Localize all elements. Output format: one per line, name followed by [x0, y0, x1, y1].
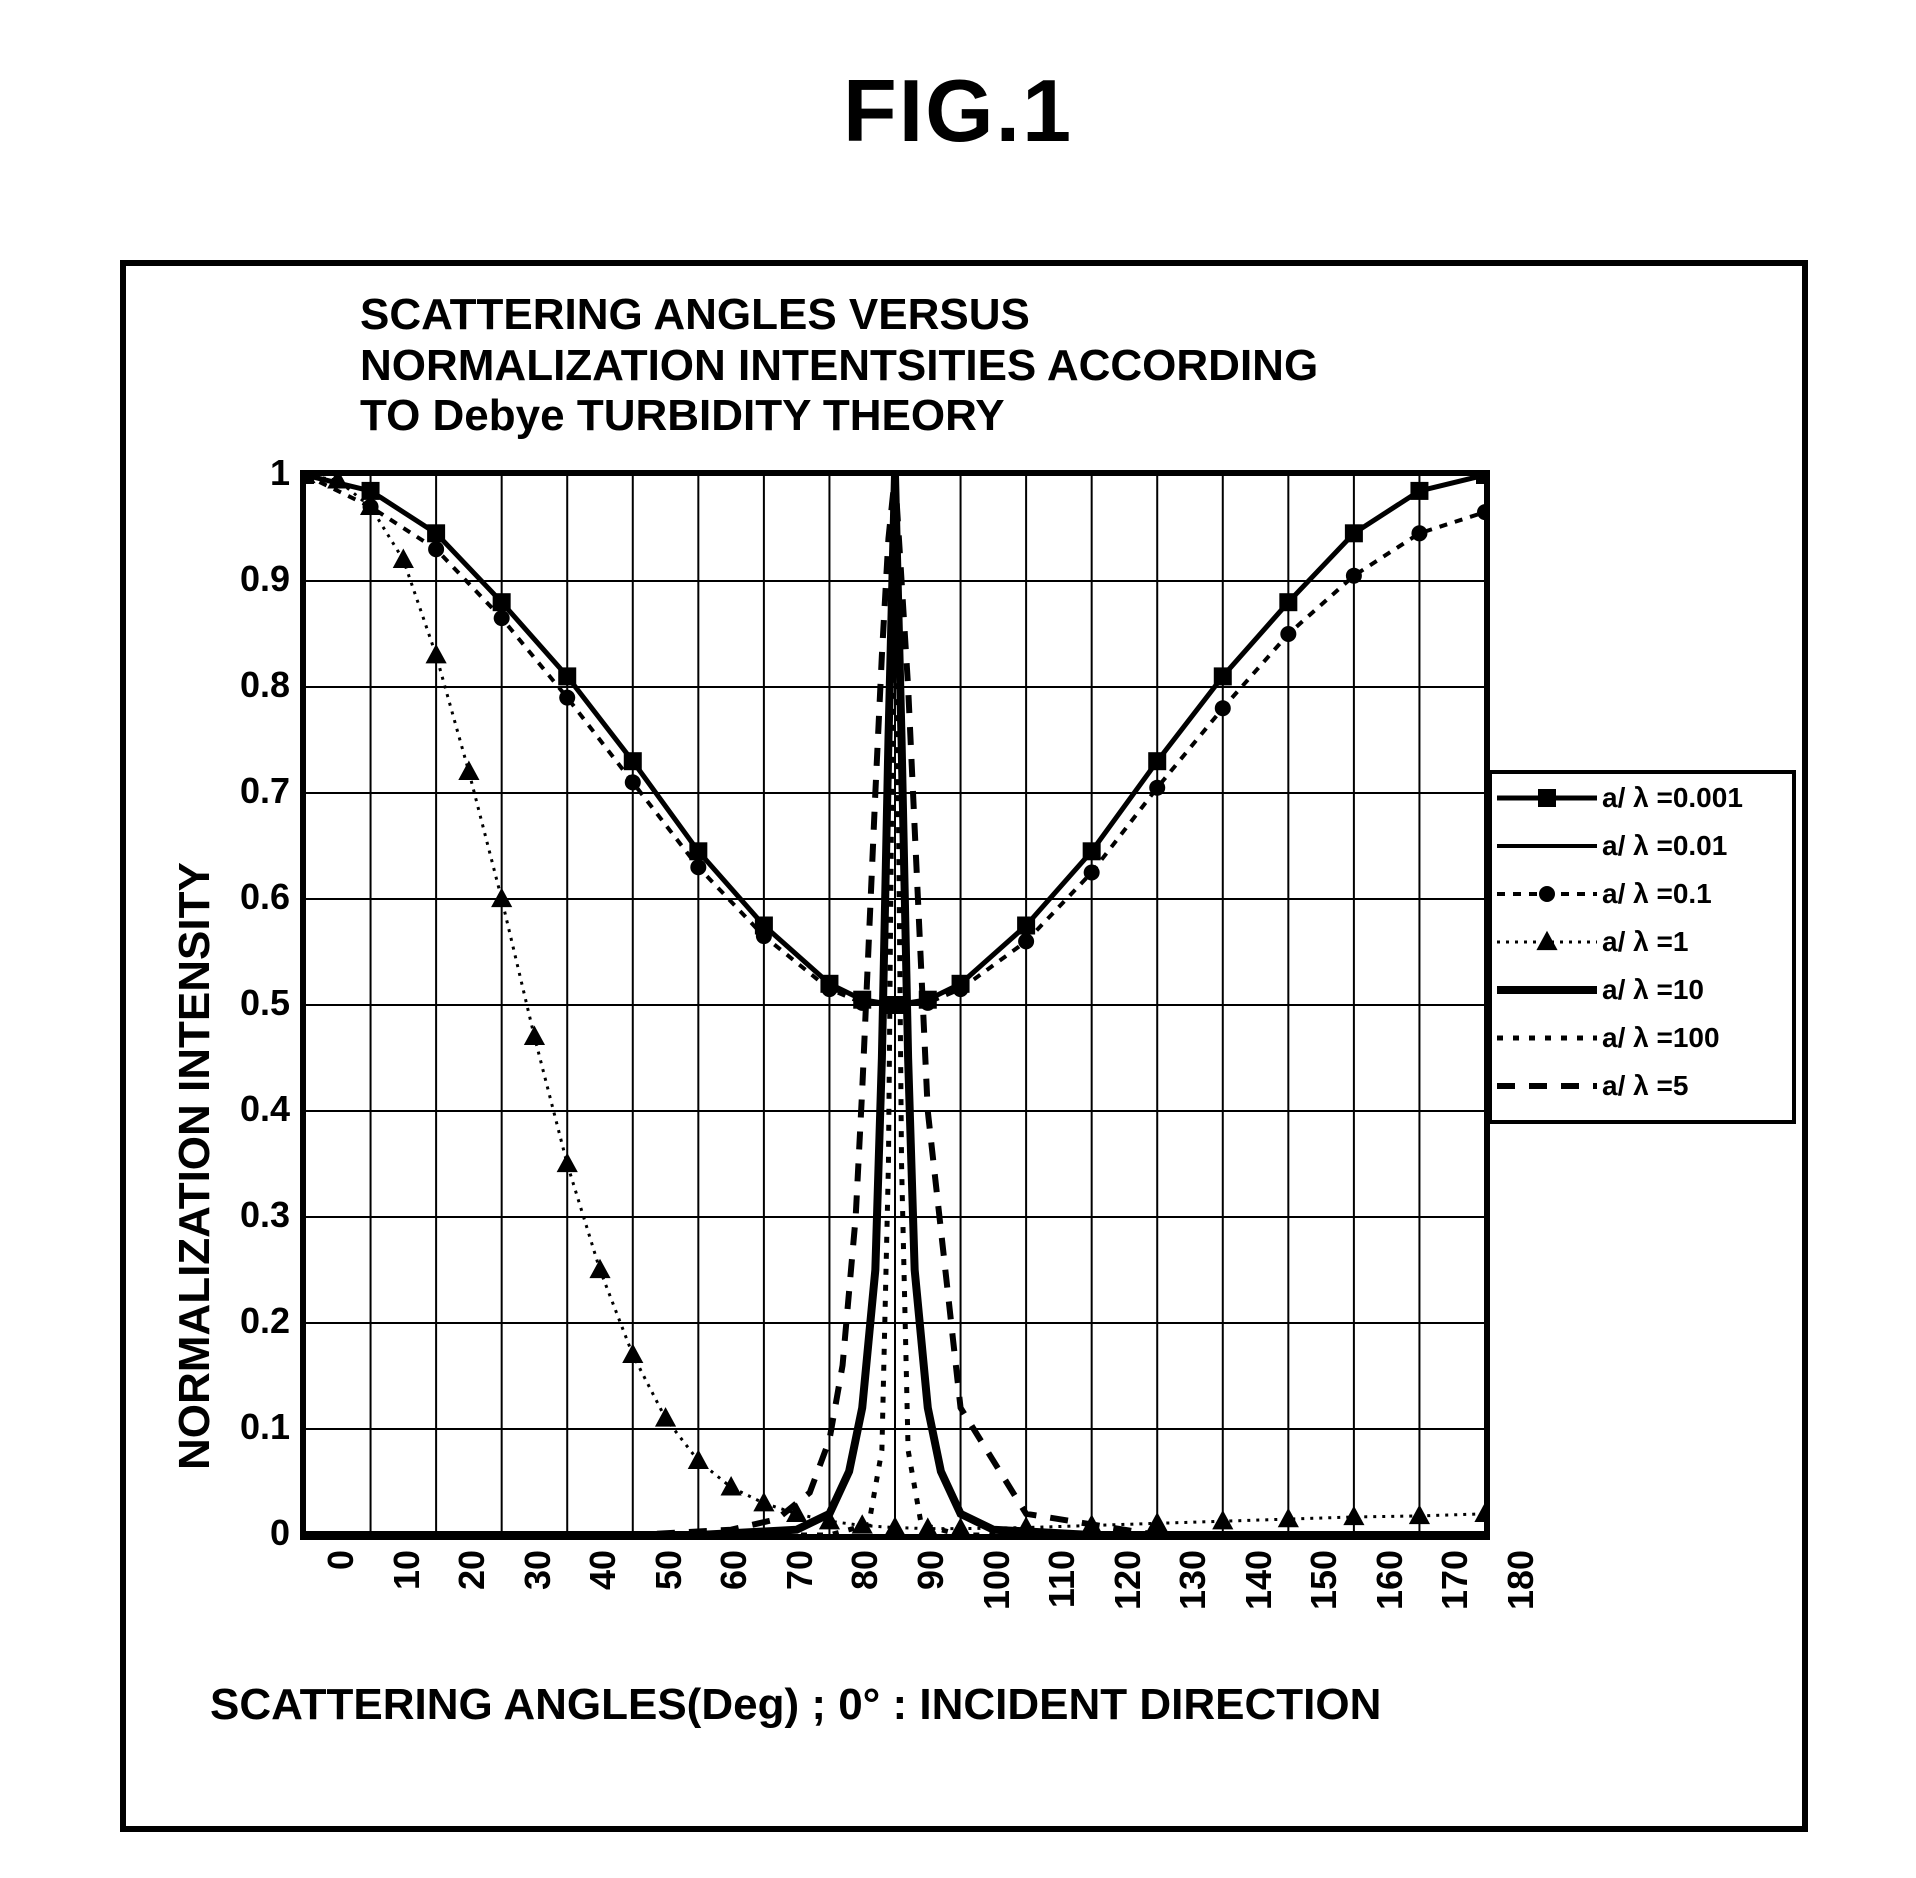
x-tick-label: 90 — [910, 1550, 952, 1610]
legend-swatch — [1492, 966, 1602, 1014]
y-axis-label: NORMALIZATION INTENSITY — [170, 862, 220, 1470]
legend-label: a/ λ =0.001 — [1602, 782, 1743, 814]
x-tick-label: 70 — [779, 1550, 821, 1610]
x-tick-label: 180 — [1500, 1550, 1542, 1610]
legend-label: a/ λ =1 — [1602, 926, 1688, 958]
x-tick-label: 170 — [1434, 1550, 1476, 1610]
x-tick-label: 150 — [1303, 1550, 1345, 1610]
figure-title: FIG.1 — [0, 60, 1916, 162]
legend-label: a/ λ =5 — [1602, 1070, 1688, 1102]
chart-title: SCATTERING ANGLES VERSUS NORMALIZATION I… — [360, 290, 1318, 442]
legend-label: a/ λ =10 — [1602, 974, 1704, 1006]
plot-svg — [305, 475, 1485, 1535]
x-axis-label: SCATTERING ANGLES(Deg) ; 0° : INCIDENT D… — [210, 1680, 1381, 1730]
legend-item: a/ λ =0.001 — [1492, 774, 1792, 822]
x-tick-label: 10 — [386, 1550, 428, 1610]
x-tick-label: 130 — [1172, 1550, 1214, 1610]
plot-area — [300, 470, 1490, 1540]
legend-label: a/ λ =0.1 — [1602, 878, 1712, 910]
legend-swatch — [1492, 1062, 1602, 1110]
x-tick-label: 160 — [1369, 1550, 1411, 1610]
y-tick-label: 0 — [200, 1512, 290, 1554]
legend-label: a/ λ =100 — [1602, 1022, 1720, 1054]
legend-label: a/ λ =0.01 — [1602, 830, 1727, 862]
x-tick-label: 50 — [648, 1550, 690, 1610]
x-tick-label: 20 — [451, 1550, 493, 1610]
legend-item: a/ λ =10 — [1492, 966, 1792, 1014]
x-tick-label: 100 — [976, 1550, 1018, 1610]
y-tick-label: 1 — [200, 452, 290, 494]
legend-item: a/ λ =100 — [1492, 1014, 1792, 1062]
legend-swatch — [1492, 1014, 1602, 1062]
x-tick-label: 60 — [713, 1550, 755, 1610]
legend-swatch — [1492, 774, 1602, 822]
y-tick-label: 0.6 — [200, 876, 290, 918]
y-tick-label: 0.8 — [200, 664, 290, 706]
legend-item: a/ λ =1 — [1492, 918, 1792, 966]
y-tick-label: 0.3 — [200, 1194, 290, 1236]
y-tick-label: 0.2 — [200, 1300, 290, 1342]
legend: a/ λ =0.001 a/ λ =0.01 a/ λ =0.1 a/ λ =1 a/ … — [1488, 770, 1796, 1124]
y-tick-label: 0.1 — [200, 1406, 290, 1448]
legend-swatch — [1492, 870, 1602, 918]
x-tick-label: 40 — [582, 1550, 624, 1610]
legend-item: a/ λ =0.01 — [1492, 822, 1792, 870]
x-tick-label: 120 — [1107, 1550, 1149, 1610]
legend-item: a/ λ =0.1 — [1492, 870, 1792, 918]
legend-swatch — [1492, 822, 1602, 870]
x-tick-label: 110 — [1041, 1550, 1083, 1610]
legend-swatch — [1492, 918, 1602, 966]
x-tick-label: 30 — [517, 1550, 559, 1610]
legend-item: a/ λ =5 — [1492, 1062, 1792, 1110]
x-tick-label: 140 — [1238, 1550, 1280, 1610]
x-tick-label: 0 — [320, 1550, 362, 1610]
y-tick-label: 0.4 — [200, 1088, 290, 1130]
x-tick-label: 80 — [844, 1550, 886, 1610]
y-tick-label: 0.9 — [200, 558, 290, 600]
page: FIG.1 SCATTERING ANGLES VERSUS NORMALIZA… — [0, 0, 1916, 1878]
y-tick-label: 0.7 — [200, 770, 290, 812]
y-tick-label: 0.5 — [200, 982, 290, 1024]
